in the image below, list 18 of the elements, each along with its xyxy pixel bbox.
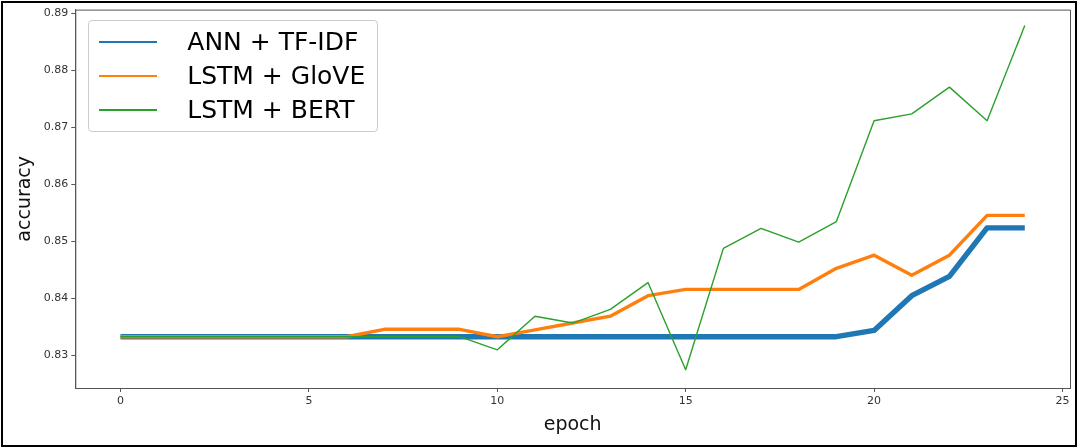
y-tick-label: 0.85 <box>43 234 69 248</box>
y-tick-label: 0.83 <box>43 348 69 362</box>
y-tick-label: 0.88 <box>43 63 69 77</box>
y-tick-label: 0.84 <box>43 291 69 305</box>
x-tick-label: 0 <box>117 394 125 408</box>
y-axis-title: accuracy <box>12 155 35 242</box>
y-tick-label: 0.86 <box>43 177 69 191</box>
legend-label: LSTM + BERT <box>187 95 355 125</box>
x-tick-label: 10 <box>490 394 505 408</box>
x-tick-label: 25 <box>1055 394 1070 408</box>
x-tick-label: 15 <box>678 394 693 408</box>
x-tick-label: 20 <box>867 394 882 408</box>
legend-label: LSTM + GloVE <box>187 61 366 91</box>
y-tick-label: 0.87 <box>43 120 69 134</box>
y-tick-label: 0.89 <box>43 6 69 20</box>
legend-label: ANN + TF-IDF <box>187 27 359 57</box>
x-axis-title: epoch <box>543 411 602 434</box>
x-tick-label: 5 <box>305 394 313 408</box>
